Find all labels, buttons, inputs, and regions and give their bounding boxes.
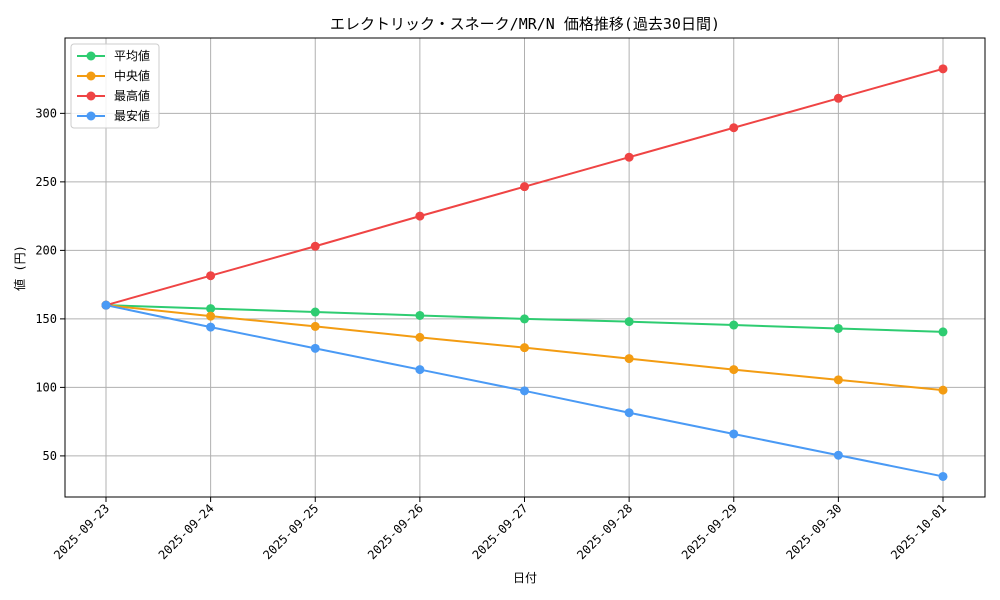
y-tick-label: 200 — [35, 243, 57, 257]
data-point — [729, 320, 739, 330]
data-point — [101, 300, 111, 310]
data-point — [833, 323, 843, 333]
legend-label: 最高値 — [114, 88, 150, 103]
y-tick-label: 300 — [35, 106, 57, 120]
data-point — [729, 429, 739, 439]
data-point — [206, 311, 216, 321]
legend-item: 最安値 — [77, 108, 150, 123]
data-point — [624, 152, 634, 162]
data-point — [729, 123, 739, 133]
data-point — [206, 271, 216, 281]
x-tick-label: 2025-09-24 — [156, 501, 217, 562]
data-point — [520, 386, 529, 396]
data-point — [938, 385, 948, 395]
x-tick-label: 2025-09-30 — [784, 501, 845, 562]
data-point — [415, 332, 425, 342]
series-3 — [101, 300, 948, 481]
y-tick-label: 250 — [35, 175, 57, 189]
y-tick-label: 100 — [35, 380, 57, 394]
x-tick-label: 2025-09-29 — [679, 501, 740, 562]
x-tick-label: 2025-09-27 — [470, 501, 531, 562]
legend-marker — [86, 71, 96, 81]
data-point — [206, 322, 216, 332]
data-point — [520, 343, 529, 353]
data-point — [624, 354, 634, 364]
legend-marker — [86, 111, 96, 121]
x-tick-label: 2025-09-25 — [260, 501, 321, 562]
x-tick-label: 2025-09-28 — [574, 501, 635, 562]
legend-label: 平均値 — [114, 48, 150, 63]
data-point — [624, 408, 634, 418]
legend-label: 中央値 — [114, 68, 150, 83]
data-point — [310, 307, 320, 317]
x-axis-label: 日付 — [513, 571, 537, 585]
legend-marker — [86, 51, 96, 61]
chart-title: エレクトリック・スネーク/MR/N 価格推移(過去30日間) — [330, 15, 720, 33]
data-point — [415, 365, 425, 375]
data-point — [938, 327, 948, 337]
data-point — [624, 317, 634, 327]
x-tick-label: 2025-09-26 — [365, 501, 426, 562]
data-point — [938, 471, 948, 481]
y-tick-label: 150 — [35, 312, 57, 326]
data-point — [415, 310, 425, 320]
legend-item: 最高値 — [77, 88, 150, 103]
legend-item: 平均値 — [77, 48, 150, 63]
legend-marker — [86, 91, 96, 101]
y-axis-label: 値 (円) — [12, 245, 27, 291]
data-point — [938, 64, 948, 74]
data-point — [833, 93, 843, 103]
series-2 — [101, 64, 948, 310]
data-point — [729, 365, 739, 375]
legend-item: 中央値 — [77, 68, 150, 83]
series-0 — [101, 300, 948, 337]
data-point — [310, 343, 320, 353]
series-1 — [101, 300, 948, 395]
series-layer — [101, 64, 948, 481]
data-point — [415, 211, 425, 221]
data-point — [520, 314, 529, 324]
x-tick-label: 2025-10-01 — [888, 501, 949, 562]
data-point — [833, 375, 843, 385]
legend-box — [70, 43, 160, 129]
legend-label: 最安値 — [114, 108, 150, 123]
data-point — [833, 450, 843, 460]
data-point — [310, 241, 320, 251]
data-point — [206, 304, 216, 314]
x-tick-label: 2025-09-23 — [51, 501, 112, 562]
data-point — [520, 182, 529, 192]
data-point — [310, 321, 320, 331]
y-tick-label: 50 — [43, 449, 57, 463]
